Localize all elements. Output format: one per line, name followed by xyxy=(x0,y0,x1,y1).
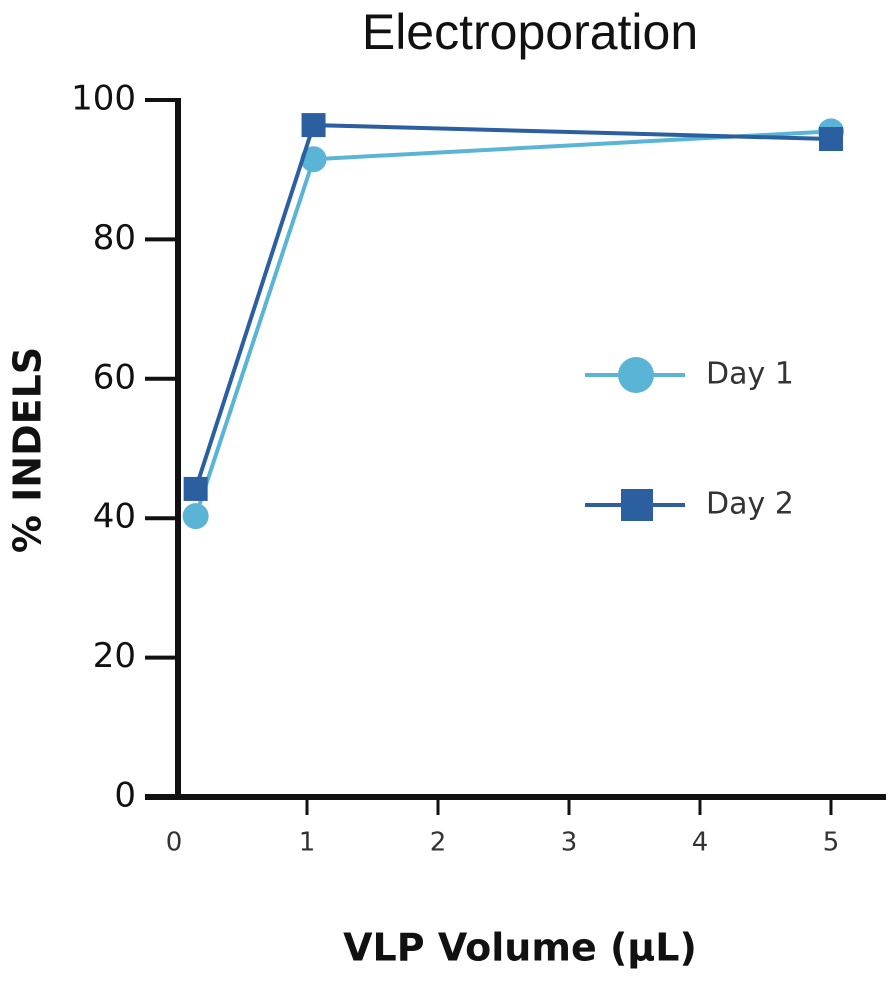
legend-marker xyxy=(618,357,654,393)
x-tick-label: 3 xyxy=(561,828,578,858)
y-axis-label: % INDELS xyxy=(6,347,50,553)
data-point xyxy=(182,503,209,530)
legend-item: Day 2 xyxy=(585,487,794,522)
y-tick-label: 20 xyxy=(93,636,136,676)
data-point xyxy=(300,146,327,173)
y-tick-label: 40 xyxy=(93,497,136,537)
y-tick-label: 0 xyxy=(114,776,136,816)
data-point xyxy=(301,113,326,138)
data-point xyxy=(818,127,843,152)
x-tick-label: 1 xyxy=(299,828,316,858)
y-tick-label: 100 xyxy=(71,79,136,119)
x-tick-label: 2 xyxy=(430,828,447,858)
legend-marker xyxy=(621,489,653,521)
chart-title: Electroporation xyxy=(362,4,698,60)
legend-item: Day 1 xyxy=(585,357,794,393)
x-tick-label: 0 xyxy=(166,828,183,858)
legend-label: Day 2 xyxy=(706,487,794,522)
y-tick-label: 60 xyxy=(93,357,136,397)
legend-label: Day 1 xyxy=(706,357,794,392)
y-tick-label: 80 xyxy=(93,218,136,258)
x-axis-label: VLP Volume (µL) xyxy=(343,926,697,970)
x-tick-label: 4 xyxy=(692,828,709,858)
data-point xyxy=(183,476,208,501)
data-line xyxy=(193,123,832,490)
x-tick-label: 5 xyxy=(823,828,840,858)
